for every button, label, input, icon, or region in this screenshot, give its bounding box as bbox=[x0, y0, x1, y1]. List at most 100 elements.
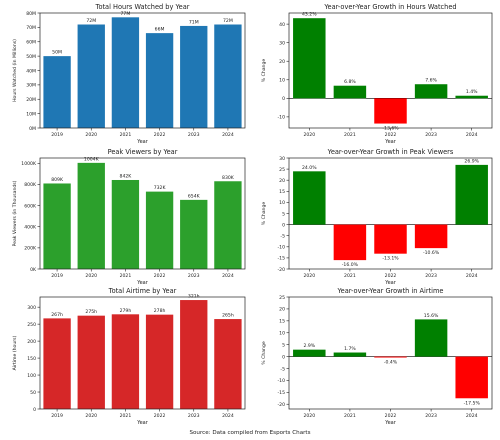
y-tick-label: 0 bbox=[33, 407, 36, 413]
data-label: 275h bbox=[85, 309, 97, 315]
y-tick-label: 10 bbox=[279, 200, 285, 206]
bar bbox=[77, 24, 105, 128]
bar bbox=[111, 314, 140, 409]
x-axis-label: Year bbox=[136, 280, 149, 286]
data-label: 71M bbox=[189, 19, 199, 25]
x-tick-label: 2020 bbox=[303, 273, 315, 279]
y-tick-label: 25 bbox=[279, 295, 285, 301]
y-tick-label: -5 bbox=[280, 234, 285, 240]
chart-title: Year-over-Year Growth in Hours Watched bbox=[323, 3, 456, 11]
y-tick-label: 30 bbox=[279, 40, 285, 46]
x-tick-label: 2020 bbox=[303, 132, 315, 138]
bar bbox=[414, 224, 448, 249]
y-tick-label: 10 bbox=[279, 331, 285, 337]
bar bbox=[455, 164, 488, 225]
y-axis-label: Hours Watched (in Millions) bbox=[12, 39, 18, 102]
y-tick-label: 20 bbox=[279, 178, 285, 184]
bar bbox=[293, 18, 326, 99]
chart-panel-1: Total Hours Watched by Year 0M 10M 20M 30M 40… bbox=[12, 3, 246, 145]
data-label: 809K bbox=[51, 177, 64, 183]
x-tick-label: 2022 bbox=[385, 273, 397, 279]
data-label: 321h bbox=[188, 294, 200, 300]
y-tick-label: 60M bbox=[26, 40, 36, 46]
x-tick-label: 2023 bbox=[188, 413, 200, 419]
y-tick-label: 50M bbox=[26, 54, 36, 60]
data-label: 77M bbox=[121, 11, 131, 17]
bar bbox=[374, 224, 407, 254]
data-label: 50M bbox=[52, 50, 62, 56]
bar bbox=[77, 315, 105, 409]
bar bbox=[374, 356, 407, 358]
y-tick-label: -5 bbox=[280, 366, 285, 372]
x-tick-label: 2022 bbox=[385, 132, 397, 138]
x-tick-label: 2024 bbox=[466, 413, 478, 419]
y-tick-label: 600K bbox=[24, 203, 37, 209]
x-axis-label: Year bbox=[384, 139, 397, 145]
y-tick-label: 0 bbox=[282, 96, 285, 102]
x-tick-label: 2022 bbox=[385, 413, 397, 419]
x-tick-label: 2019 bbox=[51, 273, 63, 279]
y-tick-label: 80M bbox=[26, 11, 36, 17]
data-label: 265h bbox=[222, 313, 234, 319]
x-axis-label: Year bbox=[136, 139, 149, 145]
bar bbox=[293, 349, 326, 357]
y-axis-label: Peak Viewers (in Thousands) bbox=[12, 180, 18, 246]
y-tick-label: 15 bbox=[279, 189, 285, 195]
x-tick-label: 2023 bbox=[425, 273, 437, 279]
y-tick-label: -15 bbox=[277, 390, 285, 396]
plot-frame bbox=[39, 12, 246, 129]
y-axis-label: Airtime (hours) bbox=[12, 335, 18, 370]
y-tick-label: 20M bbox=[26, 97, 36, 103]
y-axis-label: % Change bbox=[261, 202, 267, 226]
x-tick-label: 2023 bbox=[188, 132, 200, 138]
y-tick-label: 1000K bbox=[21, 161, 37, 167]
y-tick-label: 10 bbox=[279, 78, 285, 84]
y-tick-label: 0 bbox=[282, 222, 285, 228]
x-tick-label: 2024 bbox=[466, 132, 478, 138]
y-tick-label: 800K bbox=[24, 182, 37, 188]
data-label: -13.1% bbox=[382, 256, 399, 262]
bar bbox=[145, 33, 174, 128]
y-tick-label: 20 bbox=[279, 307, 285, 313]
bar bbox=[43, 318, 71, 409]
y-tick-label: 0M bbox=[29, 126, 36, 132]
bar bbox=[214, 24, 242, 128]
data-label: -13.6% bbox=[382, 126, 399, 132]
data-label: 72M bbox=[223, 18, 233, 24]
bar bbox=[180, 300, 208, 409]
chart-title: Total Hours Watched by Year bbox=[95, 3, 190, 11]
data-label: 732K bbox=[154, 185, 167, 191]
bar bbox=[77, 162, 105, 269]
x-tick-label: 2021 bbox=[344, 413, 356, 419]
bar bbox=[145, 314, 174, 409]
bar bbox=[333, 224, 367, 261]
y-tick-label: 20 bbox=[279, 59, 285, 65]
data-label: 1.4% bbox=[466, 89, 478, 95]
y-axis-label: % Change bbox=[261, 341, 267, 365]
bar bbox=[414, 319, 448, 357]
y-tick-label: 0 bbox=[282, 354, 285, 360]
data-label: 6.8% bbox=[344, 79, 356, 85]
x-tick-label: 2023 bbox=[425, 413, 437, 419]
x-tick-label: 2021 bbox=[120, 132, 132, 138]
data-label: 24.0% bbox=[302, 165, 317, 171]
plot-frame bbox=[39, 296, 246, 410]
data-label: 1004K bbox=[84, 156, 100, 162]
x-tick-label: 2024 bbox=[222, 132, 234, 138]
x-tick-label: 2019 bbox=[51, 413, 63, 419]
y-tick-label: 30 bbox=[279, 156, 285, 162]
x-tick-label: 2023 bbox=[188, 273, 200, 279]
data-label: 66M bbox=[155, 27, 165, 33]
x-tick-label: 2021 bbox=[344, 273, 356, 279]
x-tick-label: 2024 bbox=[222, 273, 234, 279]
y-tick-label: 200K bbox=[24, 246, 37, 252]
bar bbox=[333, 352, 367, 357]
x-tick-label: 2023 bbox=[425, 132, 437, 138]
data-label: -16.0% bbox=[342, 262, 359, 268]
x-tick-label: 2022 bbox=[154, 413, 166, 419]
y-tick-label: 5 bbox=[282, 342, 285, 348]
y-tick-label: 100 bbox=[27, 373, 36, 379]
y-tick-label: -10 bbox=[277, 245, 285, 251]
data-label: 72M bbox=[86, 18, 96, 24]
bar bbox=[333, 85, 367, 99]
